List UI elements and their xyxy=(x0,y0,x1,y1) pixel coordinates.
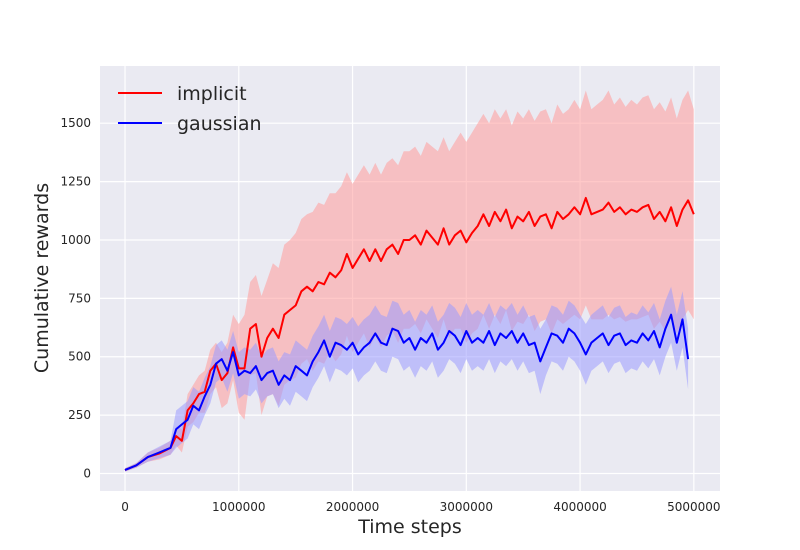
y-tick-label: 1500 xyxy=(60,116,91,130)
confidence-bands xyxy=(125,90,694,472)
series-lines xyxy=(124,196,695,471)
legend: implicit gaussian xyxy=(118,83,262,135)
y-tick-label: 750 xyxy=(68,291,91,305)
x-tick-label: 1000000 xyxy=(212,500,265,514)
x-axis-ticks: 0 1000000 2000000 3000000 4000000 5000000 xyxy=(121,500,720,514)
x-tick-label: 4000000 xyxy=(553,500,606,514)
series-line-gaussian xyxy=(124,313,690,471)
x-tick-label: 0 xyxy=(121,500,129,514)
y-tick-label: 1000 xyxy=(60,233,91,247)
y-axis-ticks: 0 250 500 750 1000 1250 1500 xyxy=(60,116,91,480)
legend-label-gaussian: gaussian xyxy=(177,113,262,135)
x-tick-label: 2000000 xyxy=(326,500,379,514)
series-line-implicit xyxy=(124,196,695,471)
y-tick-label: 500 xyxy=(68,350,91,364)
legend-label-implicit: implicit xyxy=(177,83,247,105)
x-tick-label: 3000000 xyxy=(440,500,493,514)
x-axis-title: Time steps xyxy=(357,516,462,538)
y-tick-label: 250 xyxy=(68,408,91,422)
band-gaussian xyxy=(125,286,689,472)
y-tick-label: 0 xyxy=(83,466,91,480)
y-tick-label: 1250 xyxy=(60,175,91,189)
y-axis-title: Cumulative rewards xyxy=(31,183,53,373)
x-tick-label: 5000000 xyxy=(667,500,720,514)
